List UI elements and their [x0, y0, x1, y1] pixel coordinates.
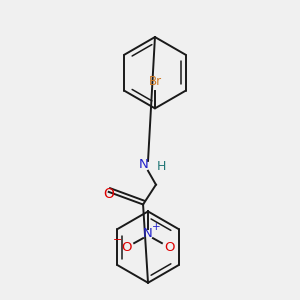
- Text: O: O: [103, 187, 114, 201]
- Text: N: N: [139, 158, 149, 171]
- Text: H: H: [157, 160, 167, 173]
- Text: O: O: [165, 241, 175, 254]
- Text: −: −: [112, 235, 122, 245]
- Text: +: +: [152, 222, 160, 232]
- Text: N: N: [143, 227, 153, 240]
- Text: Br: Br: [148, 75, 161, 88]
- Text: O: O: [121, 241, 131, 254]
